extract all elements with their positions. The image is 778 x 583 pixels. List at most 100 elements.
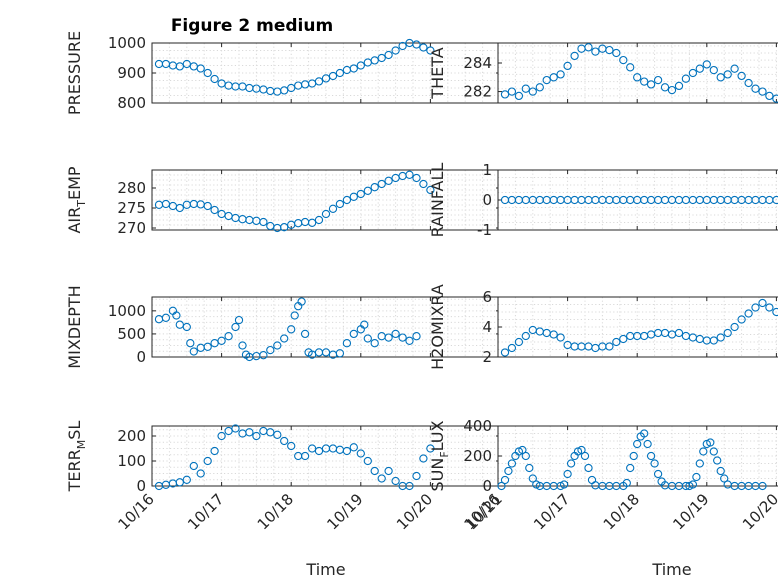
data-point [695, 64, 704, 73]
axes-box [497, 42, 778, 104]
data-point [692, 472, 701, 482]
data-point [709, 336, 718, 345]
data-point [370, 183, 379, 192]
y-tick-label: 100 [117, 452, 146, 470]
data-point [737, 71, 746, 81]
data-point [521, 331, 530, 341]
y-axis-label-main: SUN [428, 458, 447, 492]
data-point [504, 466, 513, 476]
y-axis-label-main: AIR [65, 207, 84, 234]
data-point [549, 330, 558, 339]
data-point [619, 334, 628, 344]
data-point [549, 73, 558, 82]
gridlines [498, 170, 778, 230]
plot-area [497, 425, 778, 487]
y-axis-label-rest: EMP [65, 166, 84, 200]
data-point [706, 438, 715, 447]
data-point [556, 333, 565, 342]
data-point [556, 70, 565, 79]
data-point [172, 311, 181, 320]
data-point [646, 451, 656, 461]
data-point [398, 333, 407, 342]
data-point [765, 91, 774, 101]
y-axis-label: PRESSURE [65, 31, 84, 115]
y-axis-label-subscript: M [75, 440, 88, 450]
data-point [196, 64, 205, 73]
data-point [335, 199, 345, 209]
y-axis-label-subscript: T [75, 200, 88, 208]
data-point [772, 307, 778, 317]
data-point [290, 311, 299, 320]
y-tick-label: 1 [482, 161, 492, 179]
y-axis-label-rest: SL [65, 421, 84, 440]
subplot-airtemp: 270 275 280 AIRTEMP [65, 166, 501, 237]
y-tick-label: 275 [117, 199, 146, 217]
data-point [314, 77, 324, 86]
data-point [744, 309, 753, 318]
data-point [363, 334, 372, 343]
data-point [175, 478, 184, 487]
data-point [500, 348, 510, 357]
data-point [370, 56, 379, 65]
x-tick-label: 10/16 [461, 490, 504, 533]
data-point [751, 84, 760, 93]
data-point [161, 313, 171, 322]
data-point [405, 170, 414, 179]
data-point [640, 429, 649, 438]
data-point [335, 349, 345, 358]
data-point [370, 339, 379, 348]
data-point [514, 91, 524, 101]
data-point [273, 430, 282, 439]
subplot-mixdepth: 0 500 1000 MIXDEPTH [65, 285, 501, 369]
x-axis-label: Time [651, 560, 691, 579]
data-point [426, 185, 435, 195]
data-point [622, 478, 631, 488]
data-point [605, 45, 614, 55]
data-point [653, 469, 663, 479]
data-point [398, 41, 407, 51]
series-markers [154, 170, 435, 233]
data-point [349, 192, 358, 201]
x-tick-label: 10/19 [669, 490, 712, 533]
x-tick-label: 10/19 [323, 490, 366, 533]
y-tick-label: 2 [482, 348, 492, 366]
data-point [521, 84, 530, 93]
data-point [314, 446, 324, 456]
data-point [266, 428, 275, 437]
series-markers [500, 43, 778, 103]
data-point [203, 68, 212, 78]
y-axis-label: H2OMIXRA [428, 284, 447, 370]
data-point [203, 456, 212, 466]
y-tick-label: 6 [482, 288, 492, 306]
data-point [646, 80, 656, 89]
data-point [507, 459, 517, 468]
y-tick-label: 800 [117, 94, 146, 112]
y-tick-label: 0 [136, 477, 146, 495]
data-point [751, 303, 760, 312]
data-point [514, 337, 524, 347]
data-point [342, 339, 352, 348]
data-point [507, 343, 517, 353]
data-point [695, 459, 704, 468]
data-point [702, 60, 711, 69]
data-point [412, 332, 421, 341]
data-point [300, 329, 310, 339]
data-point [528, 474, 537, 483]
series-markers [154, 38, 435, 96]
data-point [563, 469, 572, 479]
gridlines [152, 170, 500, 230]
data-point [321, 74, 331, 83]
data-point [189, 347, 198, 356]
data-point [356, 189, 365, 199]
data-point [584, 43, 593, 52]
data-point [650, 459, 659, 468]
data-point [612, 48, 621, 58]
x-tick-label: 10/20 [393, 490, 436, 533]
data-point [297, 297, 306, 306]
data-point [713, 456, 722, 465]
y-tick-label: 0 [482, 191, 492, 209]
data-point [384, 333, 393, 342]
series-markers [497, 429, 767, 491]
data-point [566, 459, 576, 468]
